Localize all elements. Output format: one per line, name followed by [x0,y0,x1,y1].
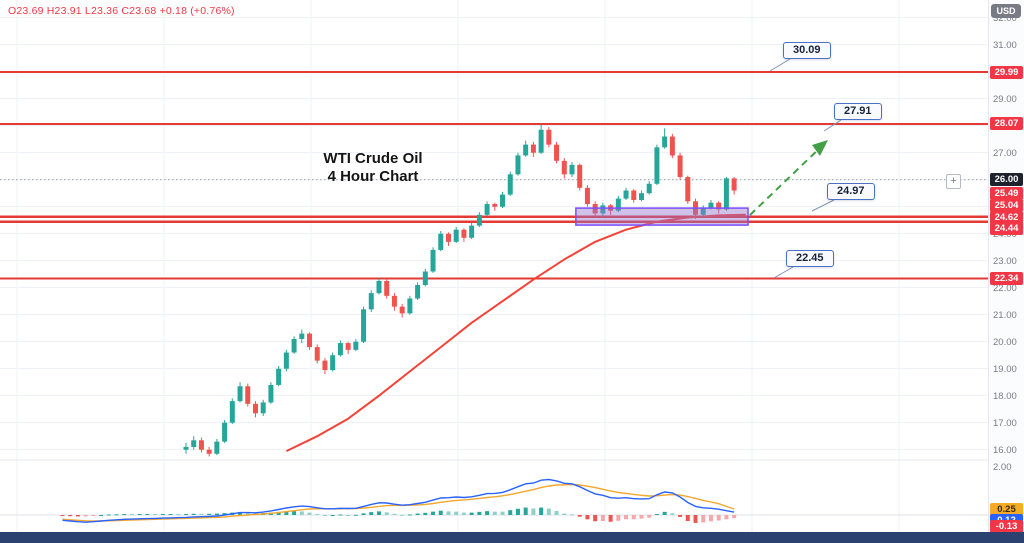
price-target-callout[interactable]: 30.09 [783,42,831,59]
price-badge: 22.34 [990,272,1023,286]
price-axis[interactable]: USD32.0031.0030.0029.0028.0027.0026.0025… [988,0,1024,533]
price-badge: 24.44 [990,222,1023,236]
price-target-callout[interactable]: 27.91 [834,103,882,120]
price-chart-canvas[interactable] [0,0,988,532]
watermark-timeframe: 4 Hour Chart [327,168,419,185]
axis-tick: 20.00 [993,336,1017,348]
axis-tick: 22.00 [993,282,1017,294]
macd-indicator [0,478,988,523]
moving-average-line [285,213,746,453]
grid-lines [0,0,988,532]
ma-group [285,213,746,453]
price-target-callout[interactable]: 24.97 [827,183,875,200]
price-target-callout[interactable]: 22.45 [786,250,834,267]
axis-tick: 21.00 [993,309,1017,321]
candles [183,124,737,457]
projection-arrow [749,140,828,216]
price-badge: 25.49 [990,187,1023,200]
axis-tick: 16.00 [993,444,1017,456]
callout-pointers [769,58,842,279]
axis-tick: 19.00 [993,363,1017,375]
support-zone [575,207,749,226]
price-badge: 29.99 [990,65,1023,79]
axis-tick: 29.00 [993,93,1017,105]
axis-tick: 2.00 [993,462,1012,473]
price-badge: 26.00 [990,173,1023,187]
time-axis-bar[interactable] [0,532,1024,543]
ohlc-info: O23.69 H23.91 L23.36 C23.68 +0.18 (+0.76… [8,5,235,17]
price-badge: 25.04 [990,199,1023,213]
axis-tick: 17.00 [993,417,1017,429]
price-badge: 0.25 [990,502,1023,516]
axis-tick: 32.00 [993,12,1017,24]
axis-tick: 27.00 [993,147,1017,159]
currency-label[interactable]: USD [991,4,1021,18]
price-badge: -0.13 [990,519,1023,533]
axis-tick: 18.00 [993,390,1017,402]
axis-tick: 23.00 [993,255,1017,267]
resistance-support-lines [0,71,988,280]
add-alert-plus-icon[interactable]: + [946,174,961,189]
chart-watermark: WTI Crude Oil 4 Hour Chart [299,150,447,186]
price-badge: 24.62 [990,210,1023,224]
axis-tick: 31.00 [993,39,1017,51]
price-badge: 28.07 [990,117,1023,131]
macd-line [62,478,735,523]
watermark-symbol: WTI Crude Oil [323,150,423,167]
support-zone-box[interactable] [575,207,749,226]
